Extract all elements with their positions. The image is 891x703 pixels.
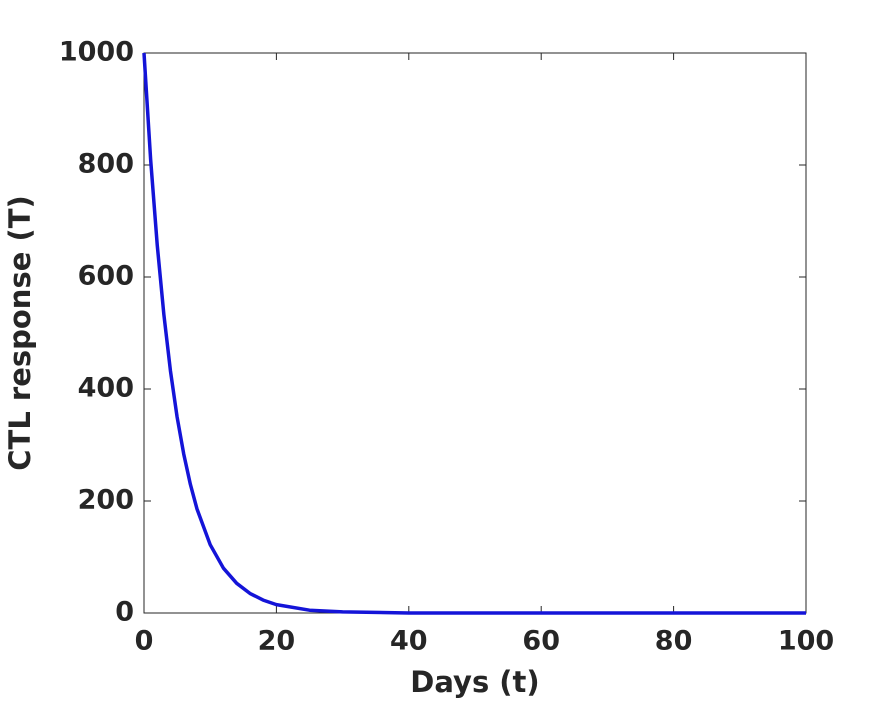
y-tick-label: 200 — [78, 485, 134, 516]
x-tick-label: 80 — [655, 626, 693, 657]
x-tick-label: 20 — [258, 626, 296, 657]
x-tick-label: 100 — [778, 626, 834, 657]
y-tick-label: 1000 — [59, 37, 134, 68]
x-axis-label: Days (t) — [410, 665, 539, 699]
y-tick-label: 400 — [78, 373, 134, 404]
x-tick-label: 0 — [135, 626, 154, 657]
y-tick-label: 0 — [115, 597, 134, 628]
plot-box — [143, 52, 807, 614]
line-series — [142, 52, 806, 615]
y-tick-label: 800 — [78, 149, 134, 180]
y-axis-label: CTL response (T) — [3, 195, 37, 471]
y-tick-label: 600 — [78, 261, 134, 292]
x-tick-label: 60 — [522, 626, 560, 657]
x-tick-label: 40 — [390, 626, 428, 657]
